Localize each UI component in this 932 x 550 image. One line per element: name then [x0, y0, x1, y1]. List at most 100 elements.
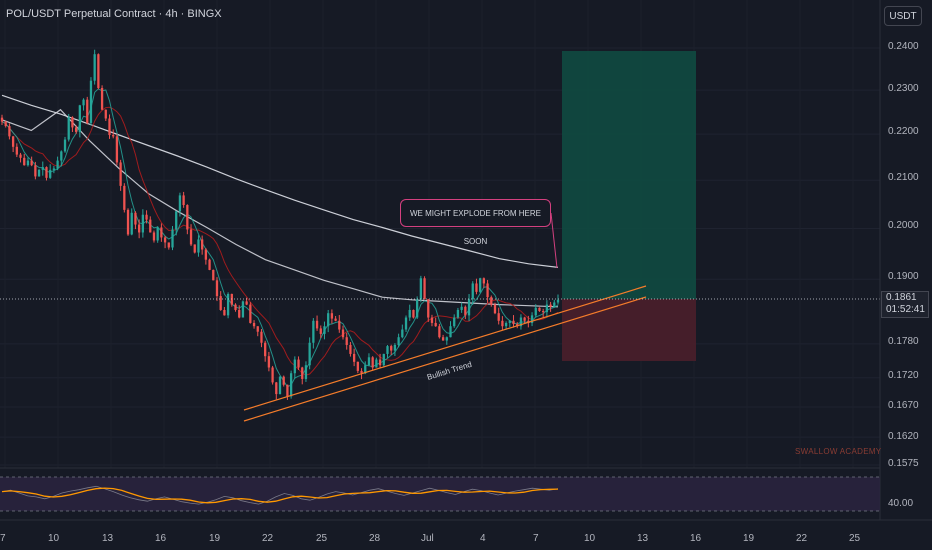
- candle-body: [501, 320, 504, 327]
- price-tick: 0.2300: [888, 83, 919, 94]
- candle-body: [275, 382, 278, 395]
- candle-body: [504, 322, 508, 327]
- candle-body: [427, 299, 430, 318]
- candle-body: [74, 127, 78, 132]
- candle-body: [530, 315, 534, 323]
- candle-body: [479, 278, 482, 292]
- candle-body: [182, 195, 185, 206]
- time-tick: 25: [849, 533, 861, 544]
- candle-body: [323, 326, 326, 334]
- moving-average-line: [1, 108, 559, 308]
- moving-average-line: [1, 94, 559, 268]
- watermark: SWALLOW ACADEMY: [795, 447, 882, 456]
- candle-body: [338, 320, 341, 330]
- candle-body: [137, 224, 141, 233]
- price-tick: 0.2200: [888, 126, 919, 137]
- candle-body: [186, 205, 189, 230]
- candle-body: [37, 169, 41, 177]
- candle-body: [204, 249, 208, 260]
- candle-body: [408, 309, 411, 318]
- target-zone: [562, 51, 696, 299]
- candle-body: [534, 307, 537, 316]
- candle-body: [256, 326, 259, 332]
- candle-body: [360, 370, 363, 374]
- candle-body: [434, 322, 437, 327]
- candle-body: [82, 99, 85, 106]
- candle-body: [301, 367, 304, 379]
- time-tick: 28: [369, 533, 381, 544]
- candle-body: [397, 337, 400, 345]
- candle-body: [175, 211, 178, 230]
- candle-body: [393, 344, 397, 351]
- candle-body: [371, 357, 374, 368]
- candle-body: [460, 306, 463, 310]
- candle-body: [215, 280, 219, 297]
- candle-countdown: 01:52:41: [886, 304, 925, 315]
- candle-body: [556, 299, 560, 303]
- candle-body: [375, 359, 378, 368]
- time-tick: 4: [480, 533, 486, 544]
- candle-body: [15, 146, 18, 155]
- time-tick: 22: [796, 533, 808, 544]
- candle-body: [352, 353, 356, 362]
- candle-body: [345, 337, 348, 345]
- candles: [0, 49, 560, 400]
- candle-body: [89, 80, 93, 123]
- moving-average-line: [1, 106, 559, 376]
- candle-body: [264, 342, 267, 357]
- rsi-raw-line: [1, 485, 559, 505]
- candle-body: [334, 318, 337, 321]
- time-tick: 10: [584, 533, 596, 544]
- candle-body: [508, 320, 511, 323]
- candle-body: [404, 317, 408, 330]
- candle-body: [512, 320, 515, 325]
- candle-body: [449, 326, 452, 338]
- candle-body: [130, 212, 133, 235]
- price-tick: 0.1900: [888, 271, 919, 282]
- candle-body: [286, 384, 289, 397]
- candle-body: [297, 359, 300, 368]
- candle-body: [282, 376, 285, 385]
- candle-body: [134, 212, 137, 225]
- candle-body: [104, 109, 107, 119]
- time-tick: 19: [743, 533, 755, 544]
- candle-body: [430, 317, 434, 323]
- candle-body: [189, 229, 193, 245]
- upper-trendline: [243, 285, 647, 411]
- candle-body: [219, 296, 222, 310]
- candle-body: [86, 99, 89, 123]
- candle-body: [119, 162, 122, 186]
- candle-body: [486, 283, 489, 298]
- candle-body: [319, 328, 322, 334]
- candle-body: [234, 304, 237, 310]
- price-tick: 0.2400: [888, 41, 919, 52]
- candle-body: [97, 54, 100, 88]
- candle-body: [467, 299, 471, 316]
- candle-body: [0, 117, 4, 122]
- candle-body: [260, 331, 263, 343]
- candle-body: [149, 219, 152, 233]
- time-tick: 25: [316, 533, 328, 544]
- candle-body: [441, 337, 445, 341]
- candle-body: [415, 299, 419, 318]
- candle-body: [123, 185, 126, 210]
- callout-pointer: [550, 212, 558, 269]
- candle-body: [312, 320, 315, 343]
- candle-body: [493, 304, 497, 314]
- rsi-tick: 40.00: [888, 498, 914, 509]
- candle-body: [401, 329, 404, 338]
- candle-body: [304, 365, 308, 379]
- stop-zone: [562, 299, 696, 361]
- candle-body: [45, 167, 48, 178]
- current-price: 0.1861: [886, 292, 917, 303]
- candle-body: [156, 227, 159, 241]
- price-tick: 0.1670: [888, 400, 919, 411]
- candle-body: [145, 214, 148, 220]
- candle-body: [11, 136, 15, 147]
- price-tick: 0.1620: [888, 431, 919, 442]
- candle-body: [519, 317, 523, 327]
- candle-body: [249, 304, 252, 323]
- chart-title: POL/USDT Perpetual Contract · 4h · BINGX: [6, 8, 222, 20]
- currency-unit-button[interactable]: USDT: [884, 6, 922, 26]
